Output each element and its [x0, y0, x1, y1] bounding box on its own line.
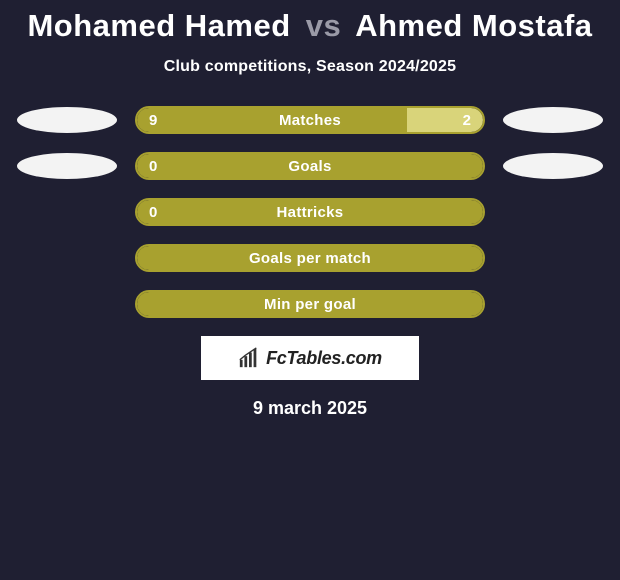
- brand-box: FcTables.com: [201, 336, 419, 380]
- stat-row-gpm: Goals per match: [0, 244, 620, 272]
- stat-row-hattricks: 0 Hattricks: [0, 198, 620, 226]
- stat-label: Goals per match: [137, 250, 483, 267]
- vs-text: vs: [306, 8, 341, 43]
- stat-label: Hattricks: [137, 204, 483, 221]
- stat-bar: 9 Matches 2: [135, 106, 485, 134]
- subtitle: Club competitions, Season 2024/2025: [0, 58, 620, 76]
- brand-text: FcTables.com: [266, 348, 382, 369]
- stat-bar: 0 Hattricks: [135, 198, 485, 226]
- stat-label: Matches: [137, 112, 483, 129]
- stat-label: Min per goal: [137, 296, 483, 313]
- stat-row-mpg: Min per goal: [0, 290, 620, 318]
- player1-avatar: [17, 107, 117, 133]
- stat-row-goals: 0 Goals: [0, 152, 620, 180]
- date-text: 9 march 2025: [0, 398, 620, 419]
- player1-name: Mohamed Hamed: [27, 8, 290, 43]
- stat-value-right: 2: [463, 112, 471, 129]
- chart-icon: [238, 347, 260, 369]
- player2-avatar: [503, 153, 603, 179]
- player2-name: Ahmed Mostafa: [355, 8, 592, 43]
- stat-row-matches: 9 Matches 2: [0, 106, 620, 134]
- stat-bar: Min per goal: [135, 290, 485, 318]
- player2-avatar: [503, 107, 603, 133]
- comparison-title: Mohamed Hamed vs Ahmed Mostafa: [0, 0, 620, 44]
- stat-bar: 0 Goals: [135, 152, 485, 180]
- stat-bar: Goals per match: [135, 244, 485, 272]
- stats-rows: 9 Matches 2 0 Goals 0 Hattricks Goals pe…: [0, 106, 620, 318]
- stat-label: Goals: [137, 158, 483, 175]
- player1-avatar: [17, 153, 117, 179]
